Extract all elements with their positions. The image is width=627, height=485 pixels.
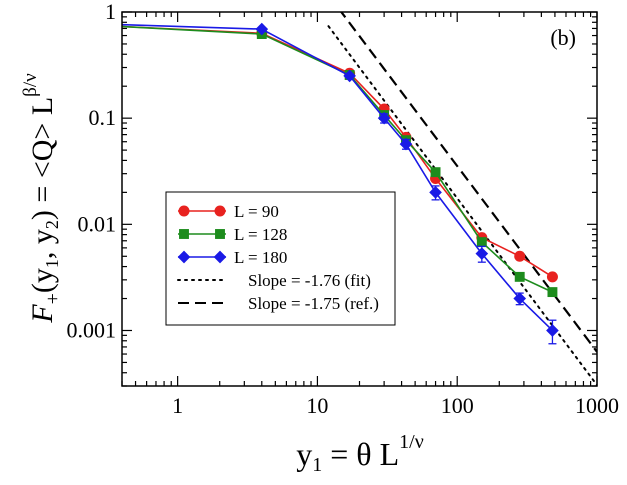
legend-marker [179,229,189,239]
x-tick-label: 10 [306,393,328,418]
data-point [514,250,526,262]
x-tick-label: 1000 [575,393,619,418]
data-point [476,237,487,248]
y-axis-label: F+(y1, y2) = <Q> Lβ/ν [20,73,64,324]
y-label-sub3: 2 [42,220,62,229]
panel-label: (b) [550,25,576,50]
legend-label: L = 90 [234,202,279,221]
x-label-rest: = θ L [322,436,399,472]
y-label-sup: β/ν [20,73,41,97]
x-tick-label: 1 [172,393,183,418]
data-point [377,111,391,125]
legend-label: Slope = -1.76 (fit) [248,271,371,290]
x-tick-label: 100 [441,393,474,418]
legend-label: L = 128 [234,225,287,244]
y-tick-label: 0.001 [67,317,117,342]
legend-marker [177,250,191,264]
data-point [513,292,527,305]
y-label-sub1: + [42,293,64,304]
data-point [343,69,356,83]
data-point [514,271,525,282]
x-label-sub: 1 [312,454,322,476]
x-label-sup: 1/ν [399,431,424,453]
y-tick-label: 0.1 [89,105,117,130]
y-label-p4: ) = <Q> L [26,97,59,220]
data-point [429,186,442,199]
y-label-sub2: 1 [42,259,62,268]
legend: L = 90 L = 128 L = 180 Slope = -1.76 (fit) S… [165,191,396,326]
y-tick-label: 1 [105,0,116,24]
x-axis-label: y1 = θ L1/ν [296,431,424,476]
series-3 [121,22,559,345]
data-point [546,271,558,283]
legend-marker [215,229,225,239]
x-label-main: y [296,436,312,472]
legend-marker [178,205,190,217]
ref-line-dashed [339,12,597,353]
y-label-p2: (y [26,268,59,293]
legend-marker [213,250,227,264]
data-point [399,137,413,151]
data-point [255,22,269,36]
data-point [547,287,558,298]
legend-label: Slope = -1.75 (ref.) [248,294,379,313]
y-label-f: F [26,304,59,324]
data-point [546,324,559,337]
legend-label: L = 180 [234,248,287,267]
y-label-p3: , y [26,229,59,259]
y-tick-label: 0.01 [78,211,117,236]
data-point [475,247,489,260]
data-point [430,167,441,178]
legend-marker [214,205,226,217]
